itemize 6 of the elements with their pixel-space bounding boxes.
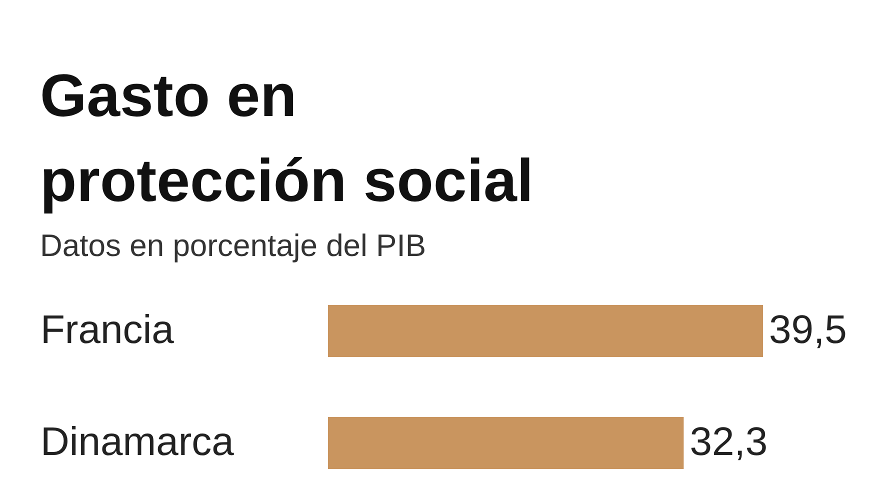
chart-subtitle: Datos en porcentaje del PIB [40, 228, 426, 263]
chart-title: Gasto en protección social [40, 62, 534, 214]
data-label: 32,3 [690, 420, 768, 464]
data-label: 39,5 [769, 308, 847, 352]
y-tick-label: Francia [40, 308, 175, 352]
y-tick-label: Dinamarca [40, 420, 235, 464]
